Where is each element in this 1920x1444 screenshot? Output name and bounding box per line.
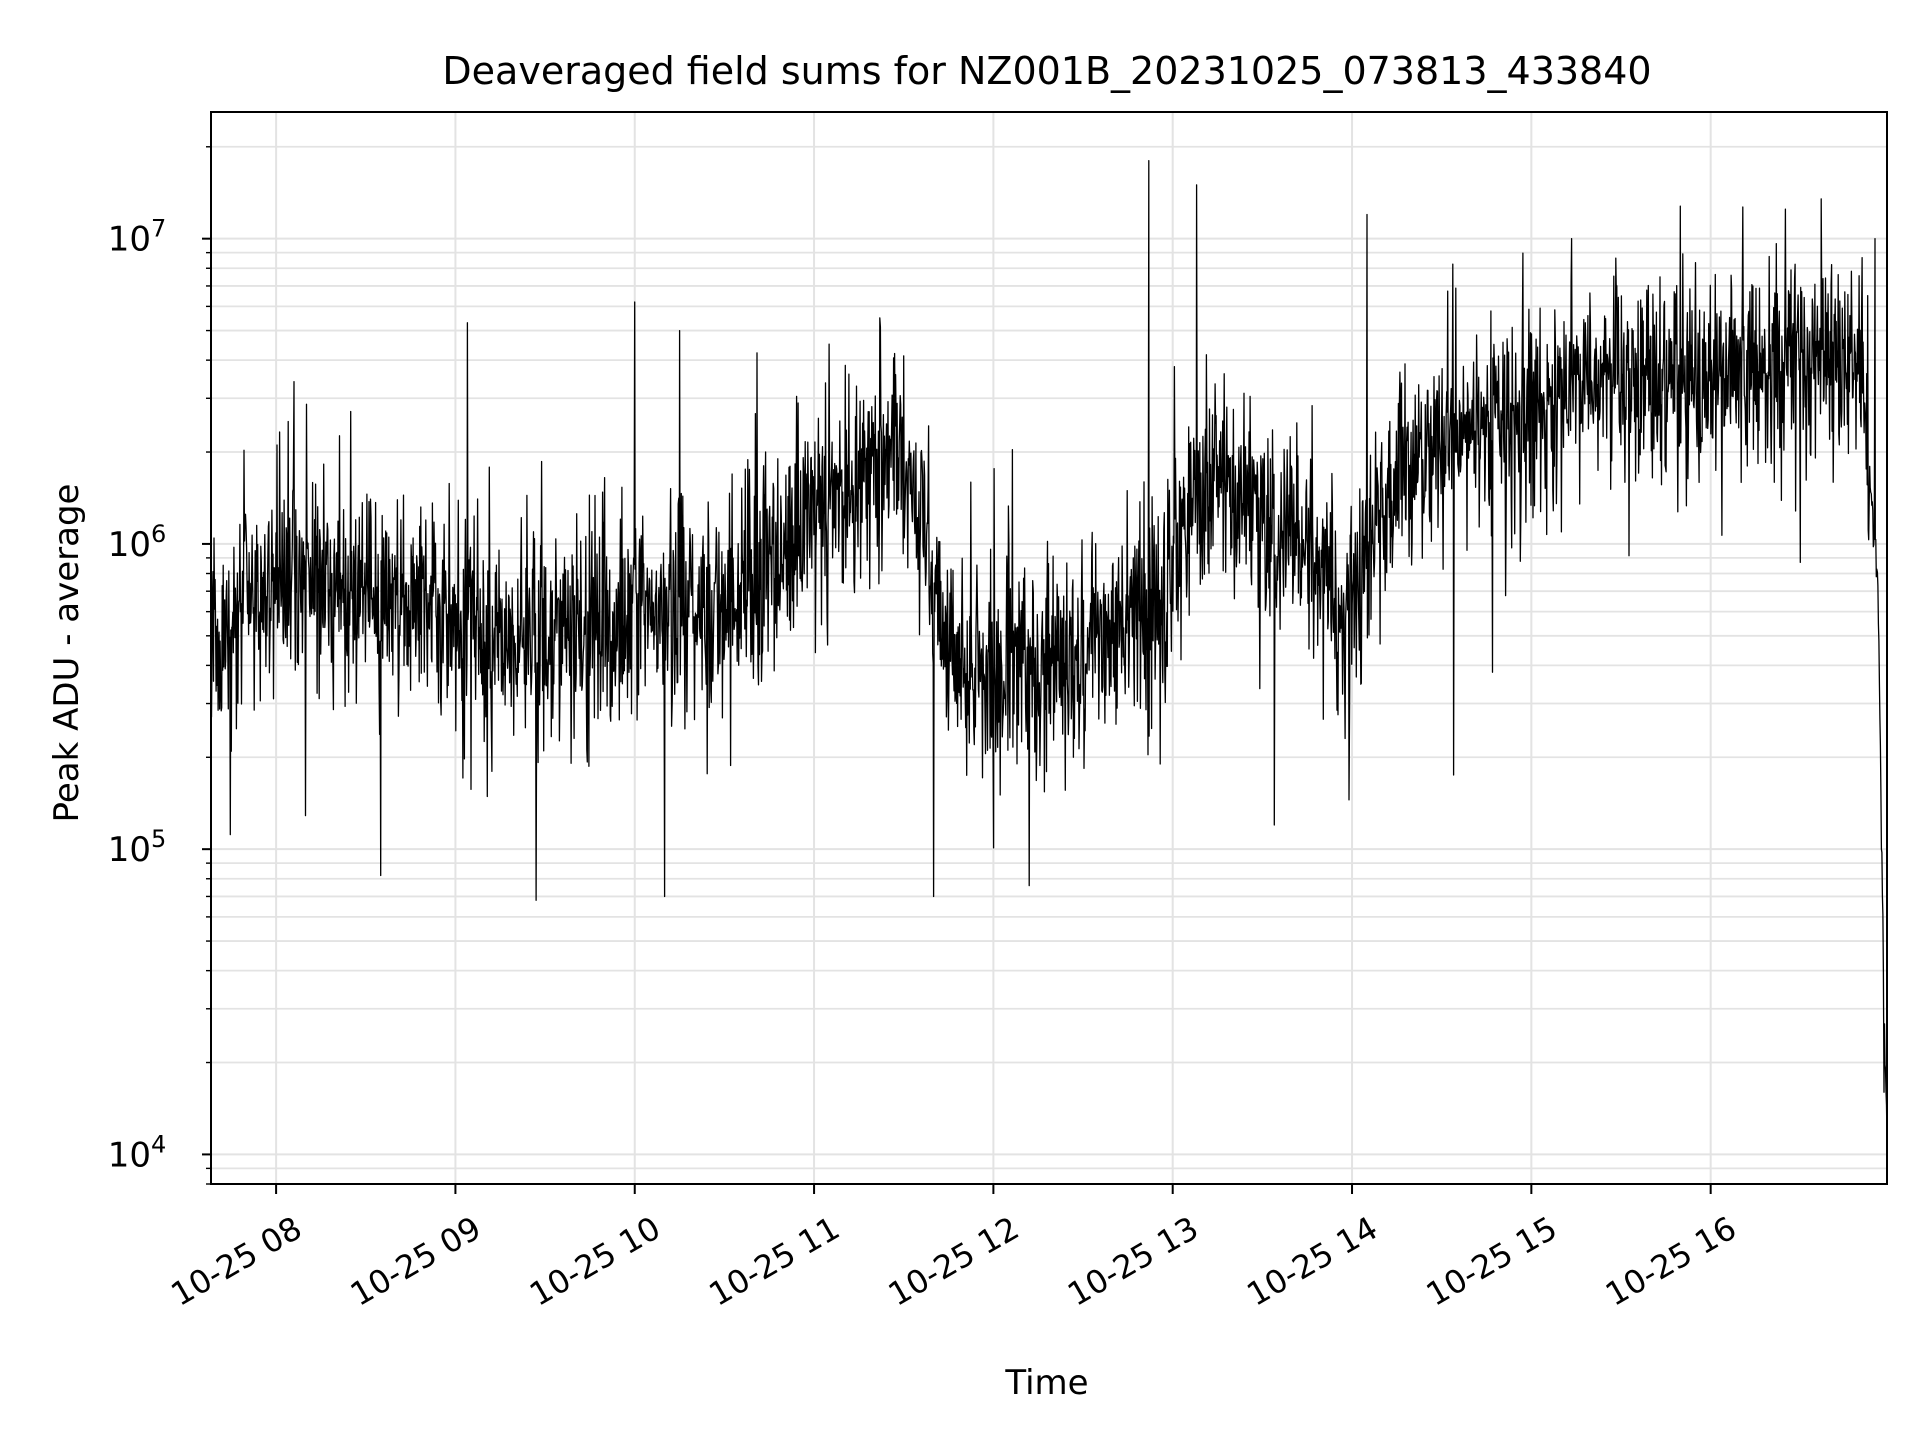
y-axis-label: Peak ADU - average xyxy=(47,484,87,823)
y-tick-label: 107 xyxy=(108,215,167,260)
y-tick-label: 106 xyxy=(108,520,167,565)
plot-frame xyxy=(210,111,1888,1185)
series-line xyxy=(210,160,1888,1142)
y-tick-label: 104 xyxy=(108,1130,167,1175)
y-tick-label: 105 xyxy=(108,825,167,870)
y-axis: 104 105 106 107 xyxy=(108,146,211,1185)
series-layer xyxy=(210,160,1888,1142)
x-axis-label: Time xyxy=(1004,1363,1088,1403)
chart-title: Deaveraged field sums for NZ001B_2023102… xyxy=(442,49,1651,93)
grid-lines xyxy=(211,112,1887,1185)
